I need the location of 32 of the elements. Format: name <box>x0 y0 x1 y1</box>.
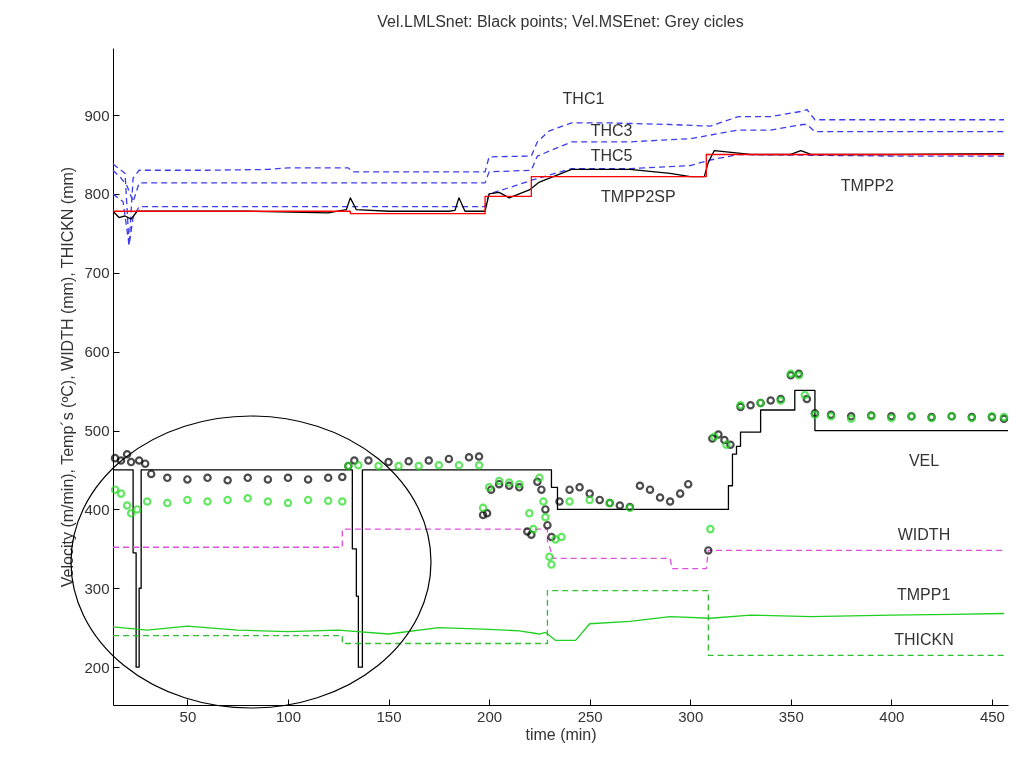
x-axis-title: time (min) <box>525 725 597 743</box>
x-tick-label: 50 <box>179 707 197 725</box>
series-label: THC1 <box>562 89 605 107</box>
series-label: TMPP1 <box>897 586 951 604</box>
x-tick-label: 200 <box>477 707 503 725</box>
y-axis-title: Velocity (m/min), Temp´s (ºC), WIDTH (mm), THICKN (mm) <box>59 166 77 588</box>
series-label: TMPP2SP <box>600 187 676 205</box>
series-label: THC5 <box>590 146 633 164</box>
x-tick-label: 150 <box>376 707 402 725</box>
y-tick-label: 300 <box>84 579 110 597</box>
y-tick-label: 800 <box>84 185 110 203</box>
line-series <box>112 108 1005 246</box>
y-tick-label: 600 <box>84 343 110 361</box>
x-tick-label: 450 <box>979 707 1005 725</box>
chart-title: Vel.LMLSnet: Black points; Vel.MSEnet: Grey cicles <box>377 13 744 30</box>
series-label: TMPP2 <box>840 177 895 195</box>
series-label: WIDTH <box>897 526 951 544</box>
x-tick-label: 100 <box>275 707 301 725</box>
series-label: VEL <box>908 451 940 469</box>
line-series <box>112 528 1005 570</box>
y-tick-label: 500 <box>84 422 110 440</box>
series-label: THICKN <box>894 631 954 649</box>
x-tick-label: 350 <box>778 707 804 725</box>
x-tick-label: 250 <box>577 707 603 725</box>
y-tick-label: 200 <box>84 658 110 676</box>
y-tick-label: 700 <box>84 264 110 282</box>
x-tick-label: 400 <box>879 707 905 725</box>
y-tick-label: 900 <box>84 106 110 124</box>
line-series <box>112 589 1005 656</box>
series-label: THC3 <box>590 121 633 139</box>
x-tick-label: 300 <box>678 707 704 725</box>
y-tick-label: 400 <box>84 500 110 518</box>
